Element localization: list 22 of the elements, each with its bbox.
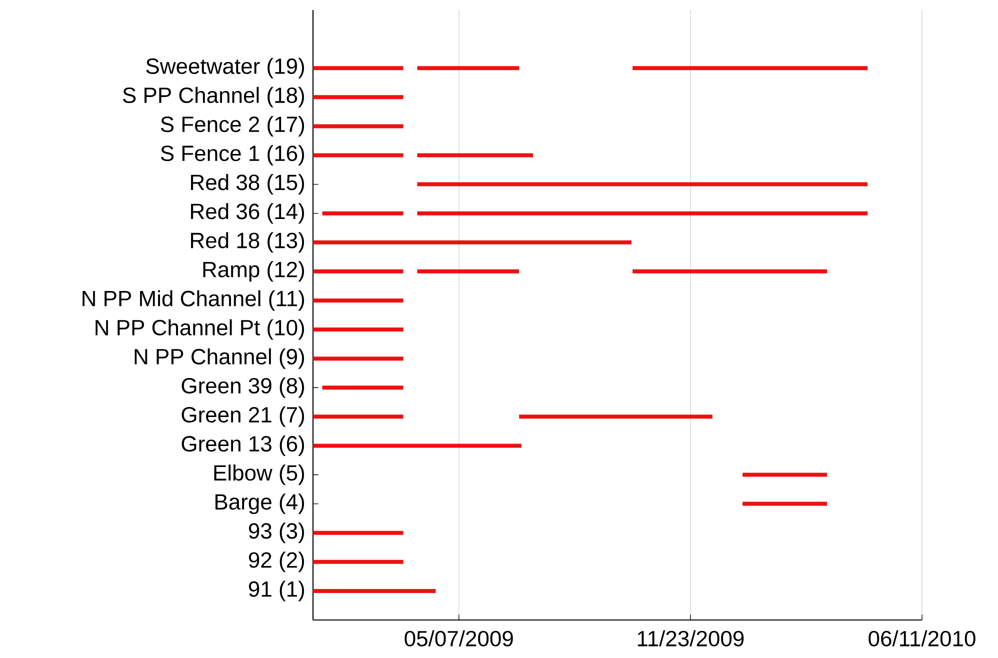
y-tick-label: Red 18 (13) bbox=[191, 232, 304, 253]
y-tick-label: Green 13 (6) bbox=[182, 435, 304, 456]
y-tick-label: Sweetwater (19) bbox=[146, 58, 304, 78]
x-tick-label: 05/07/2009 bbox=[404, 630, 513, 646]
y-tick-label: S Fence 2 (17) bbox=[160, 116, 304, 136]
x-tick-label: 06/11/2010 bbox=[868, 630, 976, 646]
y-tick-label: S Fence 1 (16) bbox=[160, 145, 304, 166]
y-tick-label: Red 36 (14) bbox=[191, 203, 304, 224]
y-tick-label: 91 (1) bbox=[248, 580, 304, 602]
y-tick-label: 93 (3) bbox=[248, 522, 304, 544]
y-tick-label: Green 39 (8) bbox=[182, 377, 304, 398]
y-tick-label: Green 21 (7) bbox=[182, 406, 304, 427]
y-tick-label: 92 (2) bbox=[248, 552, 304, 572]
y-tick-label: N PP Channel Pt (10) bbox=[96, 319, 304, 340]
y-tick-label: Red 38 (15) bbox=[191, 174, 304, 195]
y-tick-label: N PP Mid Channel (11) bbox=[82, 290, 304, 311]
y-tick-label: Ramp (12) bbox=[203, 261, 304, 282]
y-tick-label: Barge (4) bbox=[215, 494, 304, 514]
y-tick-label: Elbow (5) bbox=[214, 464, 304, 486]
x-tick-label: 11/23/2009 bbox=[638, 630, 744, 646]
y-tick-label: N PP Channel (9) bbox=[134, 348, 304, 369]
y-tick-label: S PP Channel (18) bbox=[122, 86, 304, 108]
